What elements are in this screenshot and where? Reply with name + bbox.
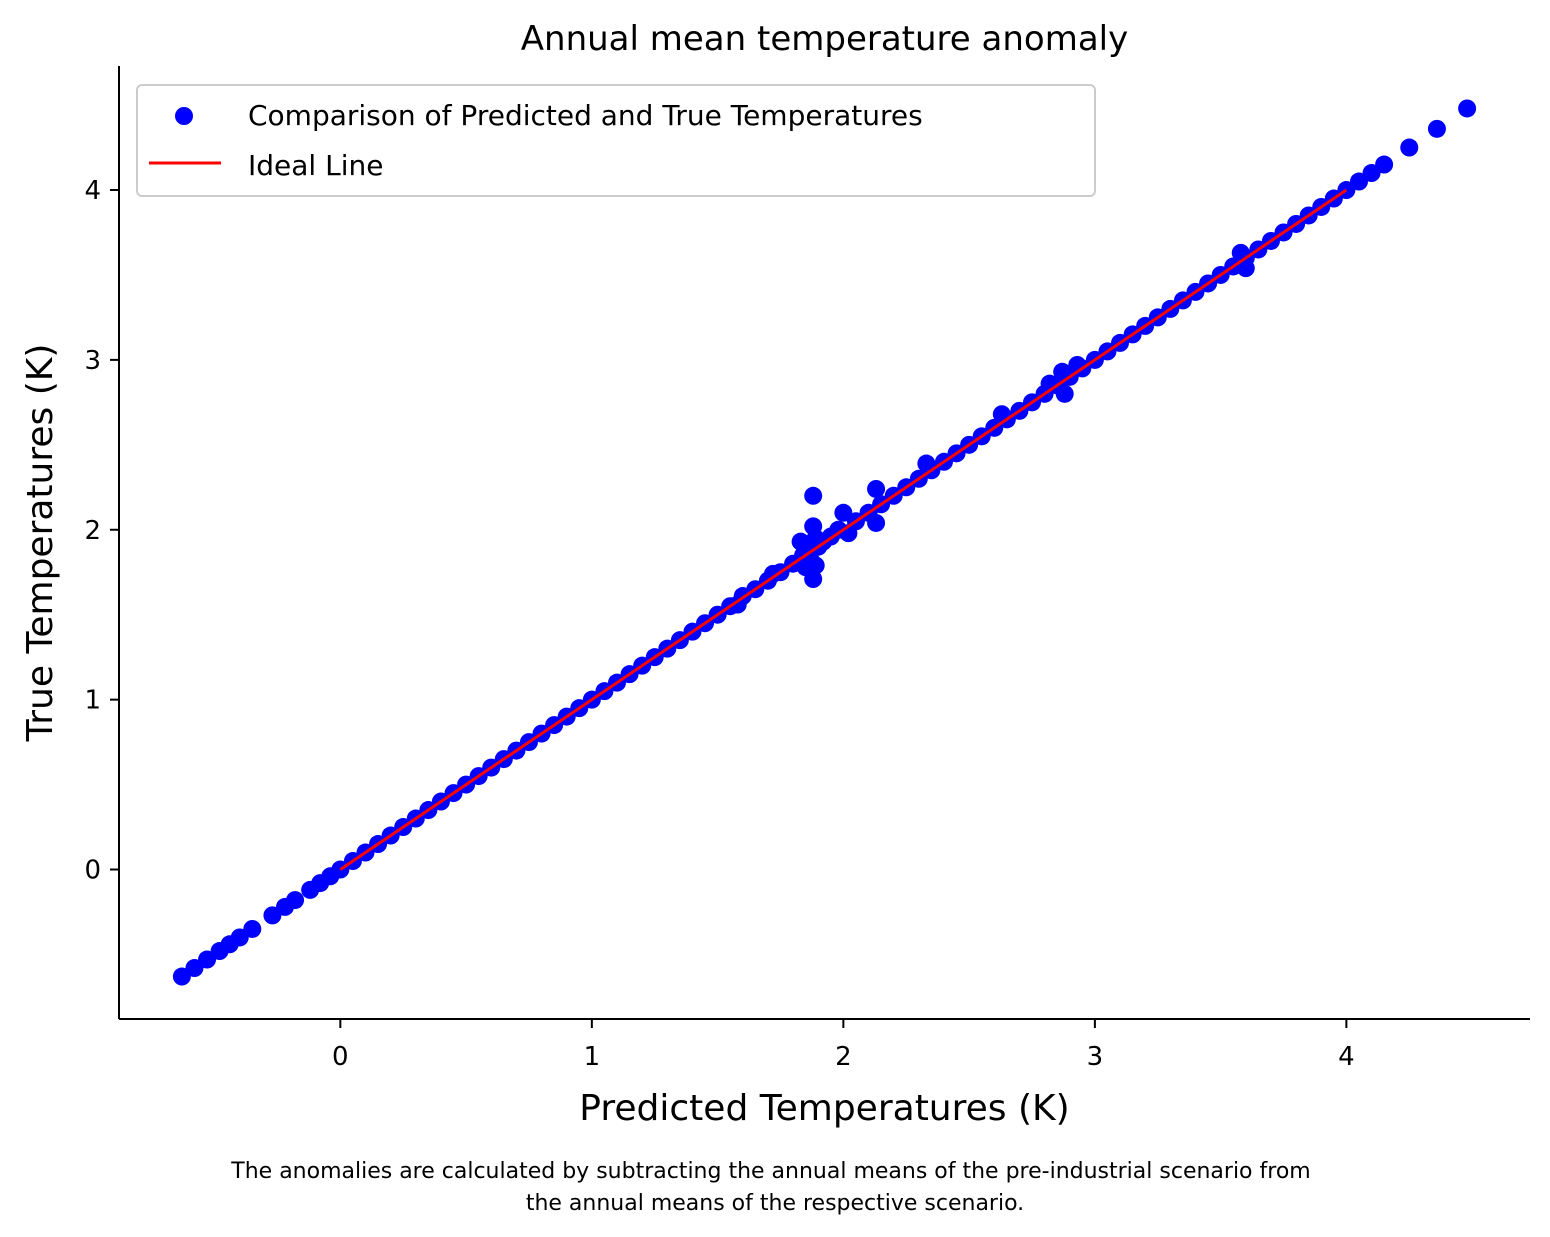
y-tick-label: 2 bbox=[84, 516, 101, 546]
scatter-point bbox=[1236, 259, 1255, 278]
scatter-point bbox=[230, 928, 249, 947]
x-tick-label: 0 bbox=[332, 1042, 349, 1072]
ideal-line-layer bbox=[339, 188, 1348, 871]
x-ticks: 0 1 2 3 4 bbox=[332, 1019, 1355, 1072]
x-tick-label: 3 bbox=[1087, 1042, 1104, 1072]
scatter-point bbox=[867, 479, 886, 498]
legend-label-scatter: Comparison of Predicted and True Tempera… bbox=[248, 99, 923, 132]
y-tick-label: 1 bbox=[84, 686, 101, 716]
scatter-point bbox=[1349, 172, 1368, 191]
scatter-point bbox=[867, 513, 886, 532]
scatter-point bbox=[804, 486, 823, 505]
chart-title: Annual mean temperature anomaly bbox=[521, 19, 1128, 59]
scatter-point bbox=[1375, 155, 1394, 174]
y-tick-label: 3 bbox=[84, 346, 101, 376]
y-tick-label: 4 bbox=[84, 176, 101, 206]
scatter-point bbox=[804, 570, 823, 589]
y-ticks: 0 1 2 3 4 bbox=[84, 176, 119, 886]
legend-marker-scatter bbox=[175, 107, 193, 125]
scatter-point bbox=[806, 556, 825, 575]
scatter-point bbox=[198, 950, 217, 969]
scatter-point bbox=[1362, 164, 1381, 183]
scatter-point bbox=[834, 503, 853, 522]
legend: Comparison of Predicted and True Tempera… bbox=[136, 84, 1096, 197]
x-tick-label: 1 bbox=[584, 1042, 601, 1072]
scatter-point bbox=[1055, 384, 1074, 403]
scatter-point bbox=[286, 891, 305, 910]
scatter-point bbox=[263, 906, 282, 925]
legend-box bbox=[136, 84, 1096, 197]
legend-label-ideal-line: Ideal Line bbox=[248, 149, 383, 182]
ideal-line bbox=[339, 188, 1348, 871]
x-tick-label: 4 bbox=[1338, 1042, 1355, 1072]
caption-line-1: The anomalies are calculated by subtract… bbox=[230, 1159, 1310, 1184]
scatter-point bbox=[243, 919, 262, 938]
scatter-point bbox=[185, 959, 204, 978]
scatter-point bbox=[1427, 119, 1446, 138]
y-axis-label: True Temperatures (K) bbox=[20, 344, 61, 743]
x-axis-label: Predicted Temperatures (K) bbox=[579, 1088, 1069, 1129]
x-tick-label: 2 bbox=[835, 1042, 852, 1072]
scatter-point bbox=[172, 967, 191, 986]
y-tick-label: 0 bbox=[84, 856, 101, 886]
scatter-point bbox=[1400, 138, 1419, 157]
scatter-point bbox=[1458, 99, 1477, 118]
caption-line-2: the annual means of the respective scena… bbox=[526, 1191, 1024, 1216]
